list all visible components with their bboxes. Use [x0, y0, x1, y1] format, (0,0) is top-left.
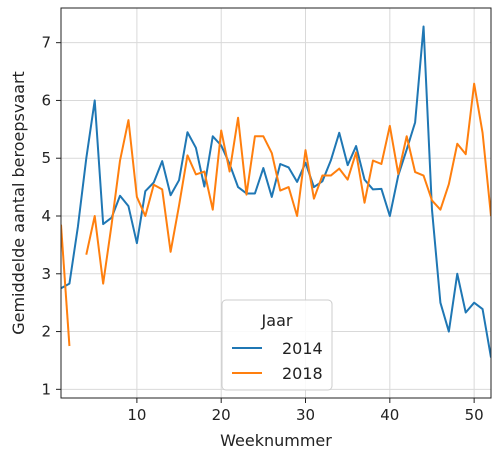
y-tick-label: 6	[41, 91, 51, 109]
series-line-2018	[61, 224, 71, 347]
series-line-2014	[61, 25, 491, 358]
plot-frame	[60, 7, 492, 399]
x-tick-label: 30	[296, 406, 315, 424]
y-tick-label: 1	[41, 380, 51, 398]
legend: Jaar 2014 2018	[221, 299, 333, 391]
x-tick-label: 40	[380, 406, 399, 424]
x-tick-label: 20	[212, 406, 231, 424]
y-tick-label: 7	[41, 34, 51, 52]
y-tick-label: 3	[41, 265, 51, 283]
x-tick-label: 10	[127, 406, 146, 424]
series-line-2018	[85, 82, 491, 285]
ticks: 10 20 30 40 50 1 2 3 4 5 6 7	[41, 34, 483, 424]
legend-label-2018: 2018	[282, 364, 323, 383]
legend-label-2014: 2014	[282, 339, 323, 358]
y-axis-label: Gemiddelde aantal beroepsvaart	[9, 71, 28, 335]
y-tick-label: 2	[41, 323, 51, 341]
legend-box	[221, 299, 333, 391]
series-layer	[61, 25, 491, 358]
x-tick-label: 50	[465, 406, 484, 424]
y-tick-label: 5	[41, 149, 51, 167]
y-tick-label: 4	[41, 207, 51, 225]
x-axis-label: Weeknummer	[220, 431, 332, 450]
legend-title: Jaar	[261, 311, 293, 330]
